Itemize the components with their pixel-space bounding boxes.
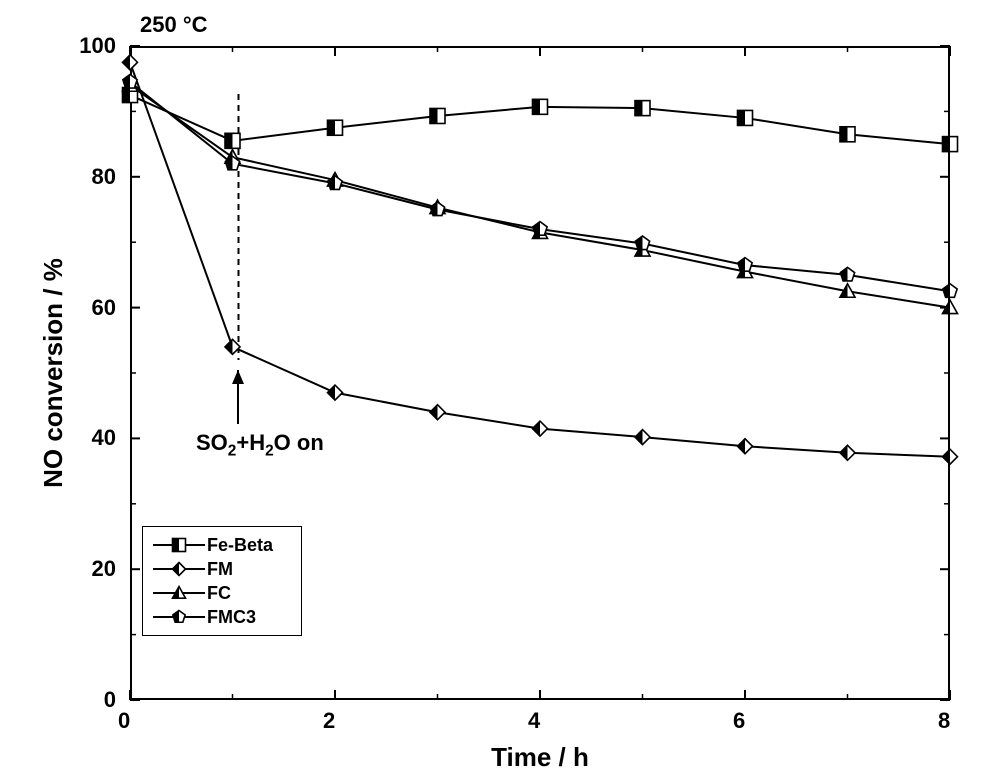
marker-square bbox=[738, 110, 753, 125]
x-tick-label: 0 bbox=[118, 708, 130, 734]
legend-item-Fe-Beta: Fe-Beta bbox=[151, 533, 293, 557]
marker-diamond bbox=[430, 405, 445, 420]
legend: Fe-Beta FM FC FMC3 bbox=[142, 526, 302, 636]
marker-square bbox=[840, 127, 855, 142]
x-tick-label: 4 bbox=[528, 708, 540, 734]
marker-square bbox=[328, 120, 343, 135]
marker-square bbox=[635, 101, 650, 116]
marker-square bbox=[225, 133, 240, 148]
y-tick-label: 100 bbox=[77, 33, 116, 59]
marker-square bbox=[430, 108, 445, 123]
marker-pentagon bbox=[533, 222, 547, 236]
y-tick-label: 40 bbox=[90, 425, 116, 451]
marker-diamond bbox=[173, 563, 186, 576]
marker-diamond bbox=[635, 430, 650, 445]
marker-pentagon bbox=[943, 284, 957, 298]
marker-diamond bbox=[123, 55, 138, 70]
chart-svg bbox=[0, 0, 1000, 783]
legend-label: FC bbox=[207, 583, 231, 604]
legend-item-FMC3: FMC3 bbox=[151, 605, 293, 629]
legend-label: FMC3 bbox=[207, 607, 256, 628]
marker-diamond bbox=[840, 445, 855, 460]
marker-diamond bbox=[328, 385, 343, 400]
legend-label: Fe-Beta bbox=[207, 535, 273, 556]
marker-square bbox=[173, 539, 186, 552]
marker-pentagon bbox=[840, 267, 854, 281]
y-tick-label: 60 bbox=[90, 295, 116, 321]
figure-container: { "figure":{ "width":1000, "height":783,… bbox=[0, 0, 1000, 783]
marker-pentagon bbox=[635, 236, 649, 250]
x-tick-label: 8 bbox=[938, 708, 950, 734]
legend-item-FM: FM bbox=[151, 557, 293, 581]
x-tick-label: 2 bbox=[323, 708, 335, 734]
marker-square bbox=[943, 137, 958, 152]
legend-label: FM bbox=[207, 559, 233, 580]
series-line-FM bbox=[130, 62, 950, 456]
marker-diamond bbox=[738, 439, 753, 454]
marker-pentagon bbox=[738, 258, 752, 272]
series-line-FC bbox=[130, 85, 950, 307]
marker-pentagon bbox=[328, 176, 342, 190]
x-tick-label: 6 bbox=[733, 708, 745, 734]
marker-diamond bbox=[533, 421, 548, 436]
marker-diamond bbox=[943, 449, 958, 464]
marker-pentagon bbox=[173, 611, 185, 623]
marker-pentagon bbox=[430, 202, 444, 216]
y-tick-label: 20 bbox=[90, 556, 116, 582]
y-tick-label: 80 bbox=[90, 164, 116, 190]
x-axis-label: Time / h bbox=[130, 742, 950, 773]
legend-item-FC: FC bbox=[151, 581, 293, 605]
y-axis-label: NO conversion / % bbox=[38, 243, 69, 503]
marker-square bbox=[533, 99, 548, 114]
y-tick-label: 0 bbox=[103, 687, 116, 713]
annotation-so2h2o: SO2+H2O on bbox=[196, 430, 324, 460]
